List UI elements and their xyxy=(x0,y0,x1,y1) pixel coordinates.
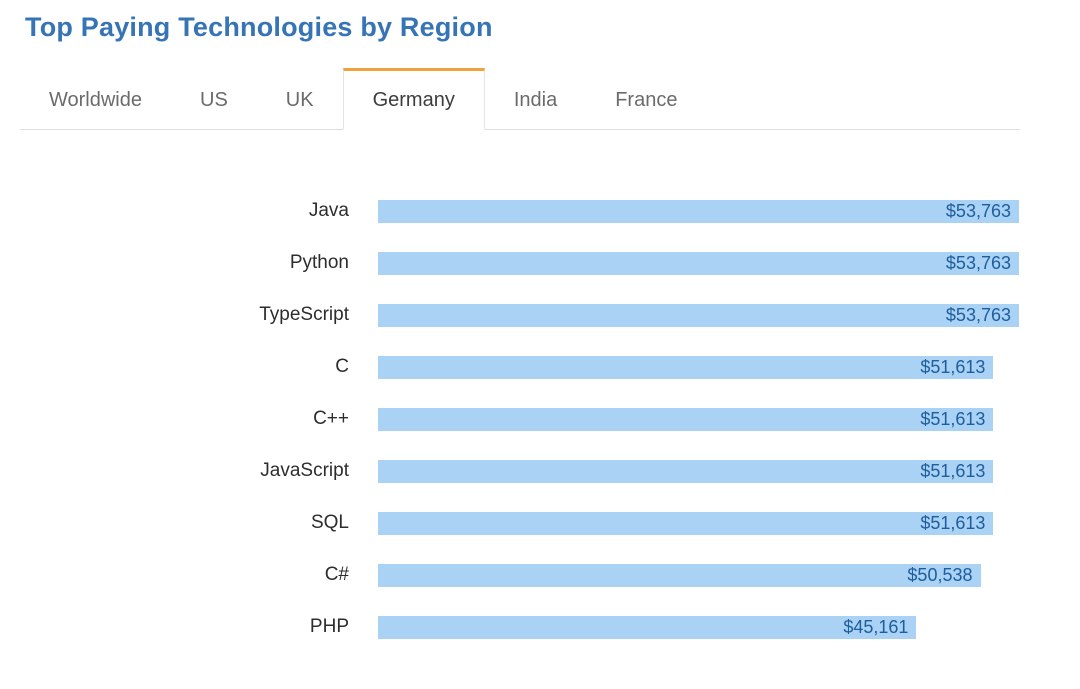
bar-value: $53,763 xyxy=(945,252,1011,273)
tab-germany[interactable]: Germany xyxy=(342,68,485,130)
bar-chart: Java $53,763 Python $53,763 TypeScript $53,76… xyxy=(0,185,1080,653)
bar-category-label: C# xyxy=(324,564,349,585)
chart-row: TypeScript $53,763 xyxy=(0,289,1080,341)
bar[interactable]: $50,538 xyxy=(378,563,981,587)
chart-row: C $51,613 xyxy=(0,341,1080,393)
bar-category-label: SQL xyxy=(310,512,349,533)
tab-france[interactable]: France xyxy=(615,88,678,111)
bar[interactable]: $51,613 xyxy=(378,355,994,379)
bar[interactable]: $53,763 xyxy=(378,303,1019,327)
bar-track: $45,161 xyxy=(378,615,1019,639)
chart-row: Java $53,763 xyxy=(0,185,1080,237)
chart-row: PHP $45,161 xyxy=(0,601,1080,653)
page-title: Top Paying Technologies by Region xyxy=(25,12,493,42)
tab-us[interactable]: US xyxy=(200,88,228,111)
bar-category-label: Python xyxy=(289,252,349,273)
region-tabs: Worldwide US UK Germany India France xyxy=(20,68,1020,130)
tab-worldwide[interactable]: Worldwide xyxy=(49,88,142,111)
bar-value: $51,613 xyxy=(920,460,986,481)
bar-track: $53,763 xyxy=(378,251,1019,275)
bar[interactable]: $53,763 xyxy=(378,251,1019,275)
chart-row: Python $53,763 xyxy=(0,237,1080,289)
bar-track: $53,763 xyxy=(378,199,1019,223)
bar-value: $45,161 xyxy=(843,616,909,637)
tab-uk[interactable]: UK xyxy=(285,88,314,111)
bar-track: $51,613 xyxy=(378,459,1019,483)
bar[interactable]: $45,161 xyxy=(378,615,917,639)
bar-value: $53,763 xyxy=(945,200,1011,221)
chart-row: C++ $51,613 xyxy=(0,393,1080,445)
tab-india[interactable]: India xyxy=(513,88,558,111)
bar-category-label: TypeScript xyxy=(259,304,349,325)
bar-value: $51,613 xyxy=(920,512,986,533)
chart-row: JavaScript $51,613 xyxy=(0,445,1080,497)
bar-track: $51,613 xyxy=(378,407,1019,431)
chart-row: C# $50,538 xyxy=(0,549,1080,601)
bar-value: $53,763 xyxy=(945,304,1011,325)
bar-value: $51,613 xyxy=(920,408,986,429)
bar-category-label: C xyxy=(335,356,349,377)
bar-track: $51,613 xyxy=(378,355,1019,379)
bar-track: $50,538 xyxy=(378,563,1019,587)
bar[interactable]: $51,613 xyxy=(378,407,994,431)
bar-category-label: Java xyxy=(308,200,349,221)
bar-track: $53,763 xyxy=(378,303,1019,327)
bar[interactable]: $51,613 xyxy=(378,511,994,535)
bar[interactable]: $53,763 xyxy=(378,199,1019,223)
page: Top Paying Technologies by Region Worldw… xyxy=(0,12,1080,689)
bar-value: $50,538 xyxy=(907,564,973,585)
bar-category-label: JavaScript xyxy=(260,460,349,481)
bar-track: $51,613 xyxy=(378,511,1019,535)
bar-value: $51,613 xyxy=(920,356,986,377)
bar-category-label: PHP xyxy=(309,616,349,637)
bar[interactable]: $51,613 xyxy=(378,459,994,483)
chart-row: SQL $51,613 xyxy=(0,497,1080,549)
bar-category-label: C++ xyxy=(313,408,349,429)
